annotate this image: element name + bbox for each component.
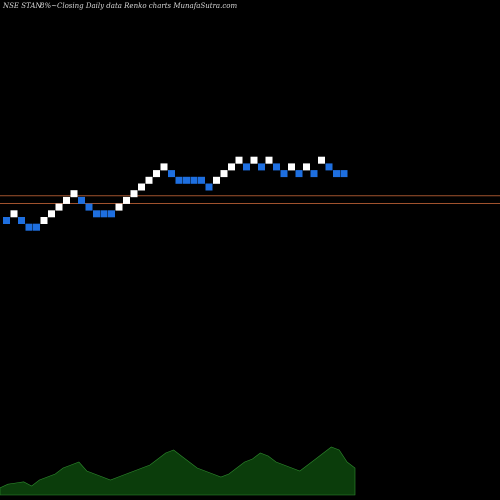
renko-brick	[40, 217, 48, 224]
renko-brick	[153, 170, 160, 178]
volume-area	[0, 446, 356, 496]
renko-brick	[213, 176, 220, 184]
renko-brick	[228, 163, 235, 171]
renko-brick	[160, 163, 168, 171]
renko-brick	[243, 163, 250, 171]
renko-brick	[340, 170, 348, 178]
renko-brick	[10, 210, 18, 218]
renko-brick	[138, 183, 145, 191]
renko-brick	[288, 163, 295, 171]
renko-brick	[123, 196, 130, 204]
renko-brick	[93, 210, 100, 218]
renko-brick	[108, 210, 115, 218]
renko-brick	[25, 223, 33, 231]
renko-brick	[198, 176, 205, 184]
renko-brick	[258, 163, 265, 171]
renko-brick	[33, 223, 40, 231]
renko-brick	[70, 190, 78, 198]
renko-brick	[145, 176, 153, 184]
renko-brick	[130, 190, 138, 198]
renko-brick	[273, 163, 280, 171]
renko-bricks	[3, 156, 348, 231]
chart-title-change: 8%~	[40, 2, 57, 10]
renko-brick	[63, 196, 70, 204]
renko-brick	[183, 176, 190, 184]
renko-brick	[55, 203, 63, 211]
renko-brick	[318, 156, 325, 164]
renko-brick	[250, 156, 258, 164]
renko-brick	[325, 163, 333, 171]
chart-title-symbol: NSE STAN	[2, 2, 42, 10]
renko-brick	[190, 176, 198, 184]
renko-brick	[265, 156, 273, 164]
renko-brick	[100, 210, 108, 218]
renko-brick	[78, 196, 85, 204]
volume-profile	[0, 446, 356, 496]
renko-brick	[175, 176, 183, 184]
renko-brick	[333, 170, 340, 178]
renko-brick	[220, 170, 228, 178]
renko-brick	[3, 217, 10, 224]
renko-brick	[48, 210, 55, 218]
chart-title-description: Closing Daily data Renko charts MunafaSu…	[57, 2, 237, 10]
renko-brick	[18, 217, 25, 224]
renko-brick	[235, 156, 243, 164]
renko-brick	[168, 170, 175, 178]
renko-brick	[280, 170, 288, 178]
renko-brick	[115, 203, 123, 211]
renko-brick	[303, 163, 310, 171]
renko-brick	[295, 170, 303, 178]
renko-brick	[85, 203, 93, 211]
renko-brick	[205, 183, 213, 191]
renko-brick	[310, 170, 318, 178]
